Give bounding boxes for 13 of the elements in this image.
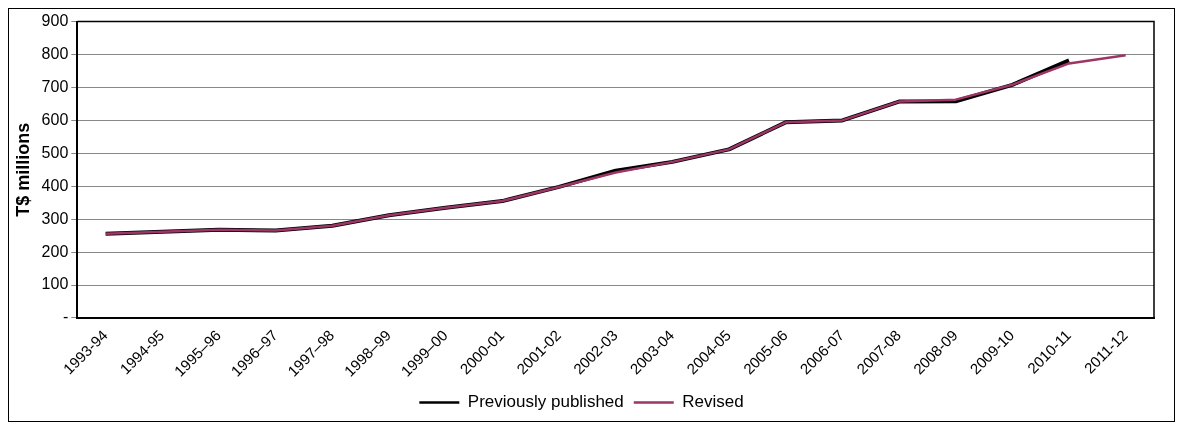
legend-label: Previously published — [467, 392, 624, 412]
y-tick-label: 300 — [41, 209, 69, 227]
y-tick-label: 400 — [41, 176, 69, 194]
y-tick-label: 800 — [41, 44, 69, 62]
y-tick-label: - — [62, 308, 69, 326]
y-tick-label: 200 — [41, 242, 69, 260]
y-tick-label: 100 — [41, 275, 69, 293]
y-axis-title: T$ millions — [12, 122, 33, 217]
y-tick-label: 500 — [41, 143, 69, 161]
y-tick-label: 600 — [41, 110, 69, 128]
legend-label: Revised — [682, 392, 744, 412]
y-tick-label: 700 — [41, 77, 69, 95]
y-tick-label: 900 — [41, 12, 69, 30]
